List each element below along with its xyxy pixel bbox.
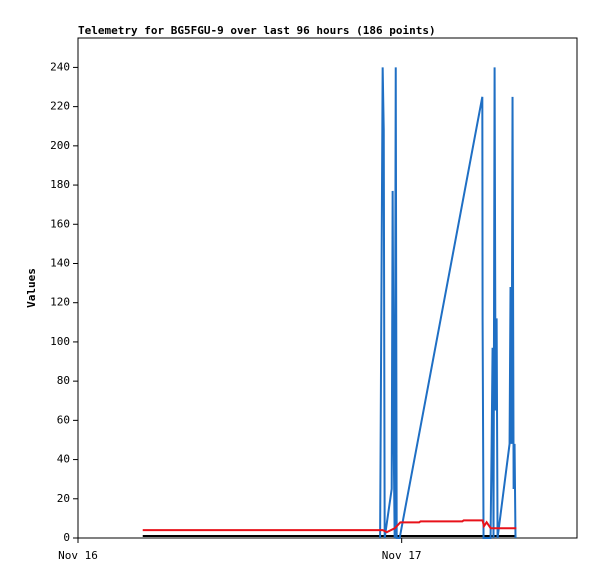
x-tick-label: Nov 16	[58, 549, 98, 562]
y-tick-label: 140	[50, 256, 70, 269]
y-tick-label: 40	[57, 453, 70, 466]
chart-title: Telemetry for BG5FGU-9 over last 96 hour…	[78, 24, 436, 37]
y-tick-label: 120	[50, 296, 70, 309]
y-tick-label: 220	[50, 100, 70, 113]
y-tick-label: 60	[57, 413, 70, 426]
y-tick-label: 160	[50, 217, 70, 230]
y-tick-label: 80	[57, 374, 70, 387]
y-tick-label: 20	[57, 492, 70, 505]
y-axis-label: Values	[25, 268, 38, 308]
y-tick-label: 200	[50, 139, 70, 152]
x-tick-label: Nov 17	[382, 549, 422, 562]
series-line	[379, 67, 517, 539]
series-line	[142, 519, 517, 534]
y-tick-label: 180	[50, 178, 70, 191]
y-tick-label: 0	[63, 531, 70, 544]
y-tick-label: 100	[50, 335, 70, 348]
plot-frame	[77, 37, 578, 539]
y-tick-label: 240	[50, 60, 70, 73]
